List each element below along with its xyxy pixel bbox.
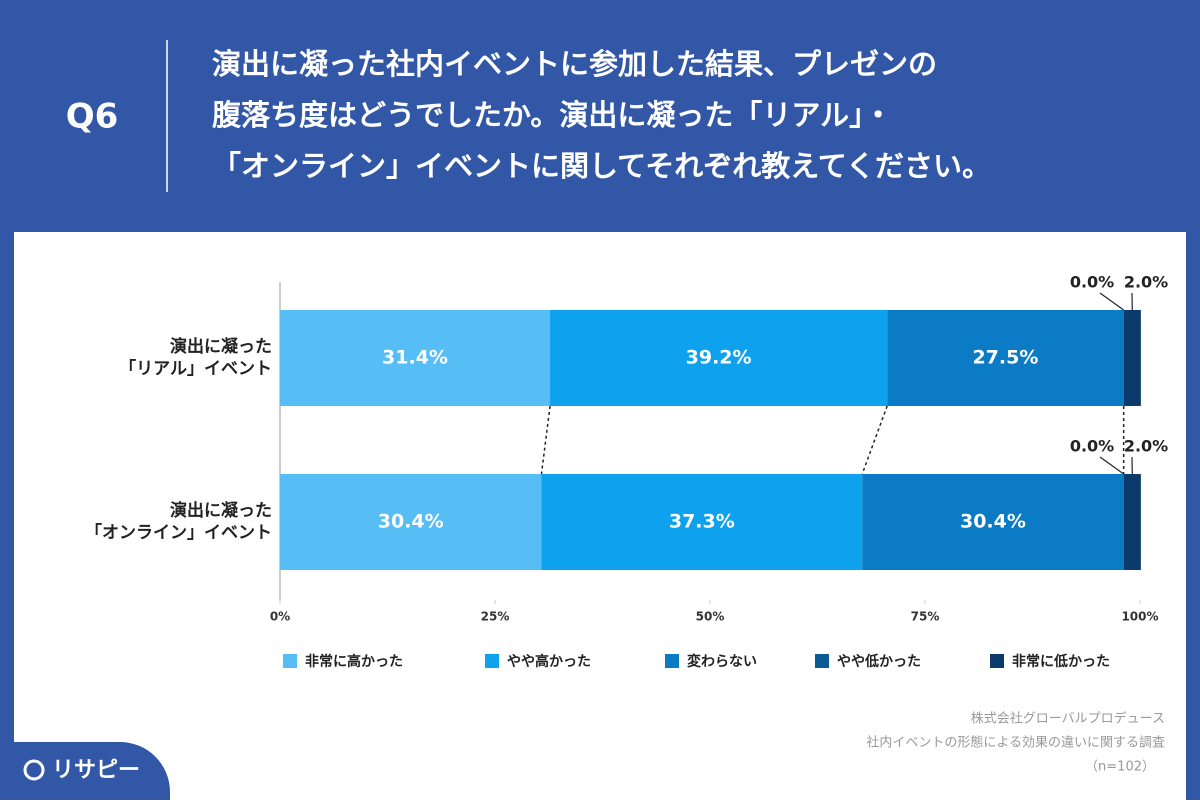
- legend-label: 非常に低かった: [1012, 653, 1110, 670]
- bar-segment: [1124, 474, 1141, 570]
- x-tick-label: 75%: [911, 610, 940, 624]
- legend-swatch: [990, 654, 1004, 668]
- x-tick-label: 50%: [696, 610, 725, 624]
- source: （n=102）: [1085, 760, 1155, 775]
- value-label: 2.0%: [1124, 273, 1168, 292]
- value-label: 30.4%: [378, 511, 444, 533]
- legend-swatch: [485, 654, 499, 668]
- value-label: 30.4%: [960, 511, 1026, 533]
- question-label: Q6: [66, 97, 119, 137]
- source: 株式会社グローバルプロデュース: [971, 711, 1165, 727]
- question-line: 「オンライン」イベントに関してそれぞれ教えてください。: [212, 149, 991, 183]
- x-tick-label: 0%: [270, 610, 290, 624]
- source: 社内イベントの形態による効果の違いに関する調査: [866, 735, 1165, 751]
- value-label: 27.5%: [972, 347, 1038, 369]
- value-label: 2.0%: [1124, 437, 1168, 456]
- category-label: 「オンライン」イベント: [85, 522, 272, 543]
- legend-swatch: [283, 654, 297, 668]
- value-label: 0.0%: [1070, 273, 1114, 292]
- bar-segment: [1124, 310, 1141, 406]
- legend-swatch: [665, 654, 679, 668]
- category-label: 演出に凝った: [170, 336, 272, 357]
- question-line: 腹落ち度はどうでしたか。演出に凝った「リアル」・: [212, 98, 893, 132]
- value-label: 37.3%: [669, 511, 735, 533]
- brand: リサピー: [52, 758, 140, 783]
- category-label: 「リアル」イベント: [119, 358, 272, 379]
- question-line: 演出に凝った社内イベントに参加した結果、プレゼンの: [212, 47, 937, 81]
- x-tick-label: 100%: [1121, 610, 1158, 624]
- x-tick-label: 25%: [481, 610, 510, 624]
- legend-label: 変わらない: [687, 653, 757, 670]
- value-label: 0.0%: [1070, 437, 1114, 456]
- legend-label: やや高かった: [507, 653, 591, 670]
- legend-swatch: [815, 654, 829, 668]
- value-label: 39.2%: [686, 347, 752, 369]
- value-label: 31.4%: [382, 347, 448, 369]
- legend-label: 非常に高かった: [305, 653, 403, 670]
- legend-label: やや低かった: [837, 653, 921, 670]
- category-label: 演出に凝った: [170, 500, 272, 521]
